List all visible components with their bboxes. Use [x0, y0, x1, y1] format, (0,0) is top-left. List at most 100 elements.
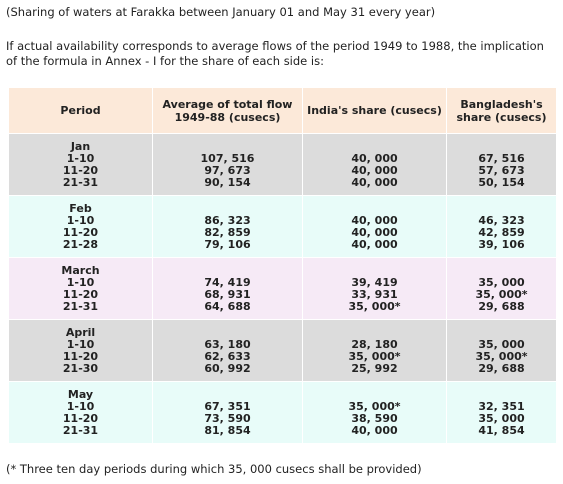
header-bangladesh-share: Bangladesh's share (cusecs) [446, 87, 557, 134]
period-label: 1-10 [66, 337, 95, 351]
india-share-cell: 40, 000 40, 000 40, 000 [302, 195, 447, 258]
intro-paragraph: If actual availability corresponds to av… [6, 39, 544, 68]
period-label: 1-10 [66, 151, 95, 165]
value: 74, 419 [204, 275, 251, 289]
value: 67, 351 [204, 399, 251, 413]
value: 40, 000 [351, 423, 398, 437]
table-row: April 1-10 11-20 21-30 63, 180 62, 633 6… [8, 319, 557, 382]
average-flow-cell: 86, 323 82, 859 79, 106 [152, 195, 303, 258]
period-label: 21-31 [62, 423, 99, 437]
value: 63, 180 [204, 337, 251, 351]
value: 62, 633 [204, 349, 251, 363]
value: 35, 000* [475, 287, 528, 301]
value: 35, 000 [478, 411, 525, 425]
table-row: March 1-10 11-20 21-31 74, 419 68, 931 6… [8, 257, 557, 320]
header-average-flow: Average of total flow 1949-88 (cusecs) [152, 87, 303, 134]
value: 35, 000* [348, 349, 401, 363]
table-row: Feb 1-10 11-20 21-28 86, 323 82, 859 79,… [8, 195, 557, 258]
table-row: May 1-10 11-20 21-31 67, 351 73, 590 81,… [8, 381, 557, 444]
value [303, 327, 446, 339]
table-header-row: Period Average of total flow 1949-88 (cu… [8, 87, 557, 134]
india-share-cell: 35, 000* 38, 590 40, 000 [302, 381, 447, 444]
value: 68, 931 [204, 287, 251, 301]
top-note: (Sharing of waters at Farakka between Ja… [6, 5, 436, 19]
period-cell: Jan 1-10 11-20 21-31 [8, 133, 153, 196]
value: 40, 000 [351, 225, 398, 239]
value [303, 141, 446, 153]
value: 29, 688 [478, 299, 525, 313]
period-label: 11-20 [62, 287, 99, 301]
value: 57, 673 [478, 163, 525, 177]
value [303, 265, 446, 277]
month-label: May [67, 387, 94, 401]
value: 60, 992 [204, 361, 251, 375]
bangladesh-share-cell: 35, 000 35, 000* 29, 688 [446, 257, 557, 320]
value: 82, 859 [204, 225, 251, 239]
average-flow-cell: 74, 419 68, 931 64, 688 [152, 257, 303, 320]
average-flow-cell: 67, 351 73, 590 81, 854 [152, 381, 303, 444]
value [153, 265, 302, 277]
period-label: 1-10 [66, 213, 95, 227]
period-label: 21-28 [62, 237, 99, 251]
month-label: Feb [69, 201, 92, 215]
value [447, 203, 556, 215]
period-cell: March 1-10 11-20 21-31 [8, 257, 153, 320]
value: 32, 351 [478, 399, 525, 413]
period-label: 11-20 [62, 225, 99, 239]
value [303, 389, 446, 401]
value [447, 265, 556, 277]
value: 86, 323 [204, 213, 251, 227]
bangladesh-share-cell: 35, 000 35, 000* 29, 688 [446, 319, 557, 382]
period-label: 11-20 [62, 411, 99, 425]
period-cell: April 1-10 11-20 21-30 [8, 319, 153, 382]
value [153, 141, 302, 153]
value: 40, 000 [351, 237, 398, 251]
average-flow-cell: 107, 516 97, 673 90, 154 [152, 133, 303, 196]
table-row: Jan 1-10 11-20 21-31 107, 516 97, 673 90… [8, 133, 557, 196]
footnote: (* Three ten day periods during which 35… [6, 462, 422, 476]
value: 25, 992 [351, 361, 398, 375]
period-label: 1-10 [66, 275, 95, 289]
value: 67, 516 [478, 151, 525, 165]
period-label: 1-10 [66, 399, 95, 413]
period-label: 11-20 [62, 163, 99, 177]
period-label: 11-20 [62, 349, 99, 363]
value: 90, 154 [204, 175, 251, 189]
value [447, 327, 556, 339]
month-label: Jan [70, 139, 91, 153]
value: 40, 000 [351, 175, 398, 189]
header-india-share: India's share (cusecs) [302, 87, 447, 134]
value: 40, 000 [351, 213, 398, 227]
value [447, 389, 556, 401]
value: 107, 516 [200, 151, 255, 165]
value: 35, 000* [348, 299, 401, 313]
value: 33, 931 [351, 287, 398, 301]
india-share-cell: 39, 419 33, 931 35, 000* [302, 257, 447, 320]
value: 29, 688 [478, 361, 525, 375]
month-label: April [65, 325, 96, 339]
period-label: 21-30 [62, 361, 99, 375]
value: 40, 000 [351, 151, 398, 165]
value: 35, 000 [478, 275, 525, 289]
value: 40, 000 [351, 163, 398, 177]
value [153, 203, 302, 215]
bangladesh-share-cell: 46, 323 42, 859 39, 106 [446, 195, 557, 258]
period-cell: May 1-10 11-20 21-31 [8, 381, 153, 444]
value: 64, 688 [204, 299, 251, 313]
india-share-cell: 40, 000 40, 000 40, 000 [302, 133, 447, 196]
month-label: March [61, 263, 100, 277]
period-label: 21-31 [62, 299, 99, 313]
value: 38, 590 [351, 411, 398, 425]
value [153, 389, 302, 401]
bangladesh-share-cell: 32, 351 35, 000 41, 854 [446, 381, 557, 444]
period-cell: Feb 1-10 11-20 21-28 [8, 195, 153, 258]
header-period: Period [8, 87, 153, 134]
value: 79, 106 [204, 237, 251, 251]
value [303, 203, 446, 215]
value: 39, 106 [478, 237, 525, 251]
value: 73, 590 [204, 411, 251, 425]
value [447, 141, 556, 153]
value: 35, 000* [348, 399, 401, 413]
bangladesh-share-cell: 67, 516 57, 673 50, 154 [446, 133, 557, 196]
india-share-cell: 28, 180 35, 000* 25, 992 [302, 319, 447, 382]
